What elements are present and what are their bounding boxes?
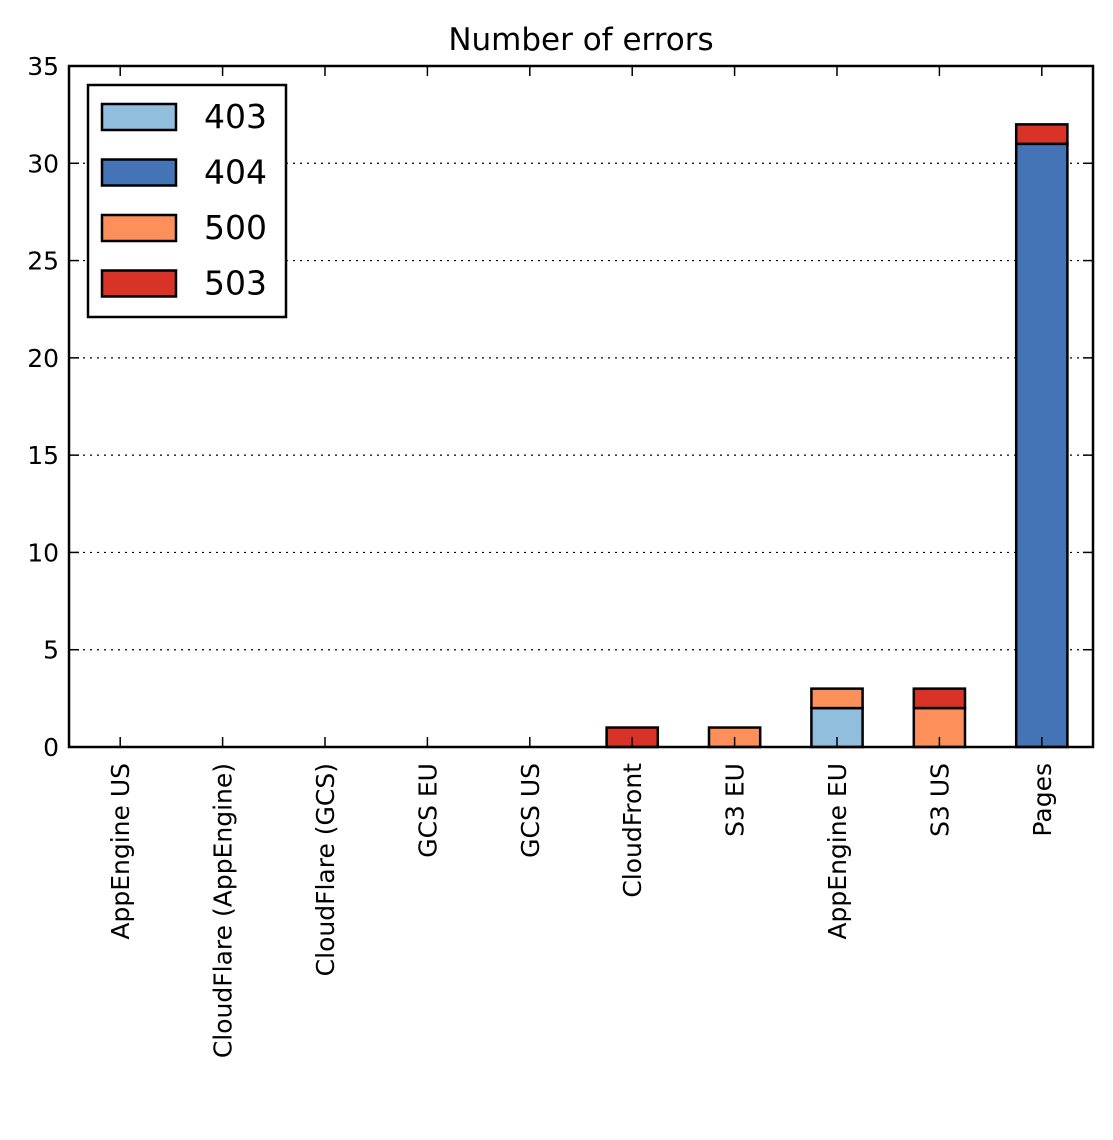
y-tick-label: 20 — [27, 344, 59, 373]
legend-swatch — [100, 102, 178, 132]
x-tick-label: CloudFlare (AppEngine) — [209, 763, 238, 1058]
bar-segment — [1014, 123, 1069, 146]
legend-swatch — [100, 269, 178, 298]
bar-segment — [810, 687, 864, 710]
y-tick-label: 0 — [43, 733, 59, 762]
x-tick-label: S3 US — [925, 763, 954, 837]
bar-segment — [1014, 142, 1069, 749]
x-tick-label: S3 EU — [721, 763, 750, 837]
chart-title: Number of errors — [448, 22, 713, 58]
y-tick-label: 15 — [27, 441, 59, 470]
x-tick-label: GCS US — [516, 763, 545, 858]
legend-label: 403 — [204, 97, 267, 136]
bar-segment — [912, 687, 967, 710]
y-tick-label: 10 — [27, 538, 59, 567]
x-tick-label: Pages — [1028, 763, 1057, 837]
grid-lines — [69, 162, 1093, 651]
y-tick-label: 5 — [43, 636, 59, 665]
y-tick-label: 35 — [27, 52, 59, 81]
legend: 403 404 500 503 — [86, 83, 288, 319]
legend-label: 500 — [204, 208, 267, 247]
plot-frame — [67, 64, 1095, 749]
legend-swatch — [100, 213, 178, 243]
y-axis: 0 5 10 15 20 25 30 35 — [27, 52, 1093, 762]
x-tick-label: AppEngine EU — [823, 763, 852, 940]
x-tick-label: GCS EU — [413, 763, 442, 858]
bars — [605, 123, 1069, 749]
legend-label: 404 — [204, 153, 267, 192]
x-tick-label: AppEngine US — [106, 763, 135, 940]
x-axis: AppEngine US CloudFlare (AppEngine) CloudF… — [106, 66, 1057, 1058]
y-tick-label: 25 — [27, 247, 59, 276]
y-tick-label: 30 — [27, 149, 59, 178]
x-tick-label: CloudFront — [618, 763, 647, 898]
legend-label: 503 — [204, 264, 267, 303]
x-tick-label: CloudFlare (GCS) — [311, 763, 340, 976]
legend-swatch — [100, 158, 178, 187]
